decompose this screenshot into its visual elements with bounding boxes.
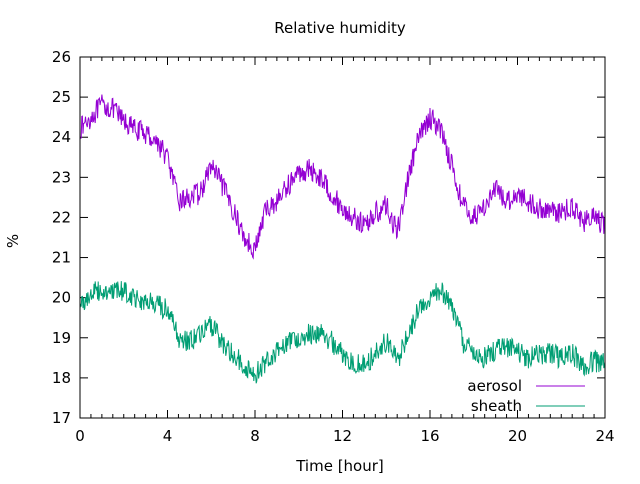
y-tick-label: 20 [52, 289, 71, 307]
y-tick-label: 22 [52, 208, 71, 226]
x-tick-label: 0 [75, 427, 85, 445]
y-tick-label: 26 [52, 48, 71, 66]
axis-ticks: 0 4 8 12 16 20 24 17 18 19 20 21 22 23 24 25 26 [52, 48, 615, 445]
x-tick-label: 20 [508, 427, 527, 445]
legend-label-aerosol: aerosol [467, 377, 522, 395]
y-tick-label: 25 [52, 88, 71, 106]
x-axis-label: Time [hour] [295, 457, 384, 475]
y-tick-label: 18 [52, 369, 71, 387]
x-tick-label: 8 [250, 427, 260, 445]
y-tick-label: 23 [52, 168, 71, 186]
legend: aerosol sheath [467, 377, 585, 415]
x-tick-label: 16 [420, 427, 439, 445]
x-tick-label: 12 [333, 427, 352, 445]
x-tick-label: 24 [595, 427, 614, 445]
y-tick-label: 21 [52, 249, 71, 267]
plot-frame [79, 56, 606, 419]
y-axis-label: % [4, 234, 22, 248]
legend-label-sheath: sheath [471, 397, 522, 415]
x-tick-label: 4 [163, 427, 173, 445]
chart-title: Relative humidity [274, 19, 406, 37]
series-line-aerosol [79, 94, 606, 260]
series-line-sheath [79, 281, 606, 384]
y-tick-label: 19 [52, 329, 71, 347]
y-tick-label: 24 [52, 128, 71, 146]
y-tick-label: 17 [52, 409, 71, 427]
series-lines [79, 94, 606, 384]
